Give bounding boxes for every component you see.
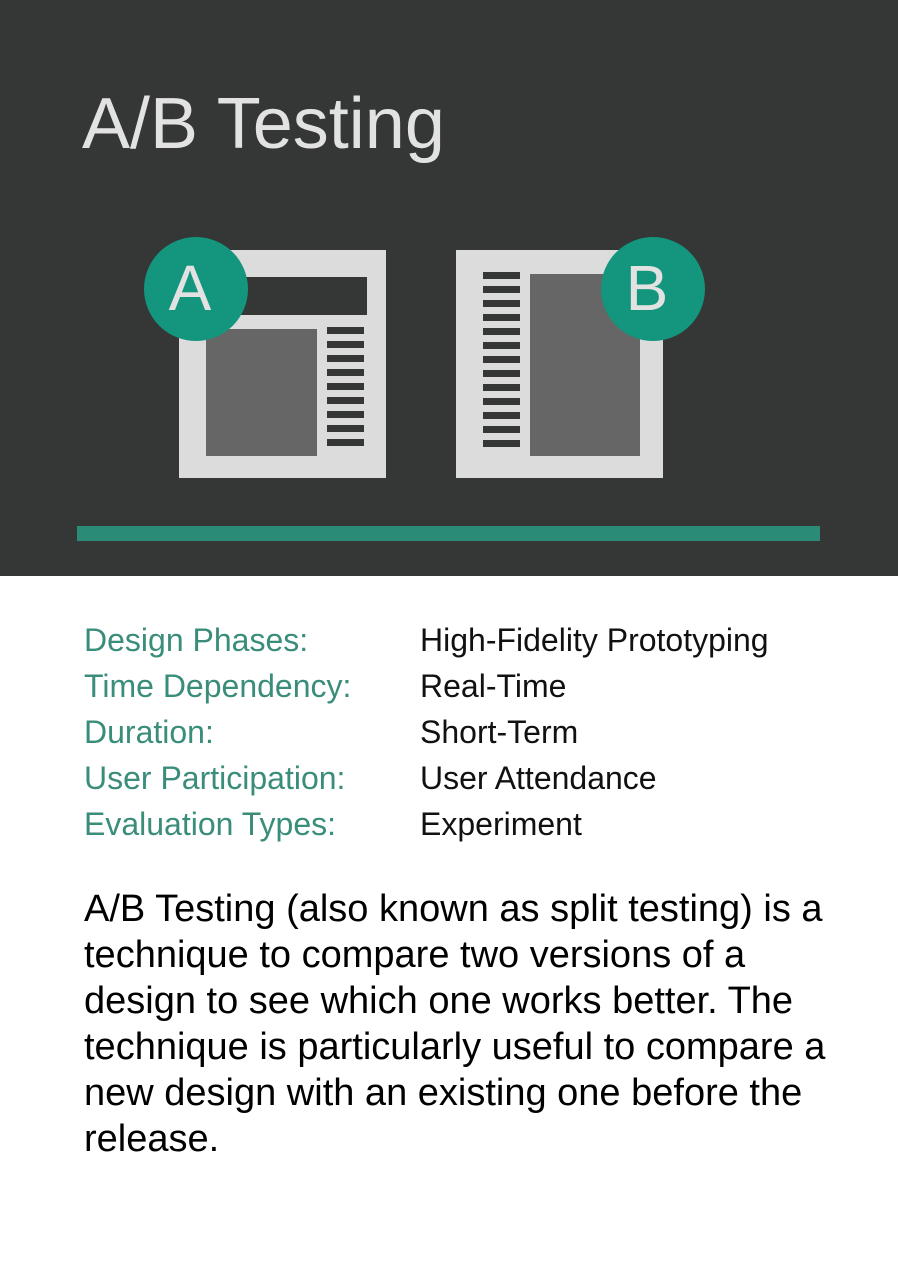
header-divider (77, 526, 820, 541)
property-value: High-Fidelity Prototyping (420, 622, 769, 658)
variant-b-label: B (626, 252, 669, 324)
property-label: User Participation: (84, 760, 346, 796)
property-design-phases: Design Phases: High-Fidelity Prototyping (84, 617, 844, 663)
method-description: A/B Testing (also known as split testing… (84, 888, 826, 1160)
ab-illustration: A B (144, 237, 705, 478)
property-value: Real-Time (420, 668, 567, 704)
property-evaluation-types: Evaluation Types: Experiment (84, 801, 844, 847)
property-time-dependency: Time Dependency: Real-Time (84, 663, 844, 709)
property-label: Design Phases: (84, 622, 309, 658)
property-label: Time Dependency: (84, 668, 352, 704)
card-header: A/B Testing A (0, 0, 898, 576)
variant-a-label: A (169, 252, 212, 324)
property-value: Experiment (420, 806, 582, 842)
property-user-participation: User Participation: User Attendance (84, 755, 844, 801)
property-label: Duration: (84, 714, 214, 750)
card-title: A/B Testing (82, 84, 445, 164)
property-label: Evaluation Types: (84, 806, 337, 842)
property-value: Short-Term (420, 714, 579, 750)
property-duration: Duration: Short-Term (84, 709, 844, 755)
property-value: User Attendance (420, 760, 657, 796)
method-properties: Design Phases: High-Fidelity Prototyping… (84, 617, 844, 847)
variant-b-badge: B (601, 237, 705, 341)
variant-a-badge: A (144, 237, 248, 341)
